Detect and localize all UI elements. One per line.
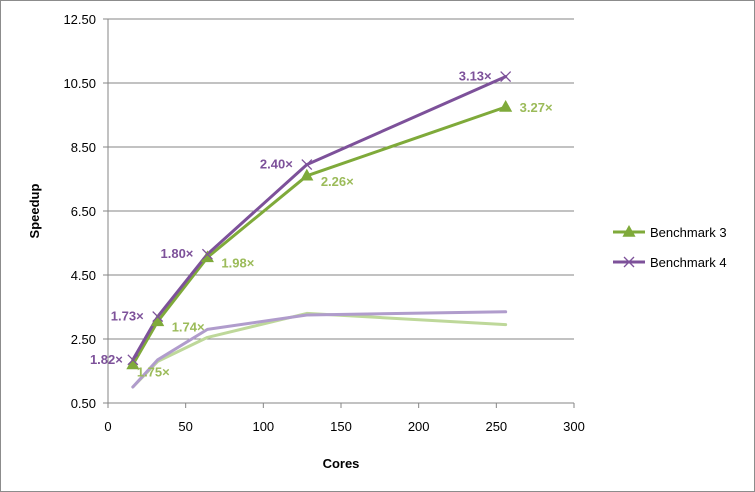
data-label-benchmark-3-2: 1.98× <box>221 255 254 270</box>
y-tick-label-0-50: 0.50 <box>71 396 96 411</box>
marker-benchmark-3-4 <box>499 99 513 112</box>
series-lines <box>131 75 508 389</box>
x-tick-label-300: 300 <box>563 419 585 434</box>
marker-benchmark-4-1 <box>152 311 164 323</box>
tick-labels: 0.50 2.50 4.50 6.50 8.50 10.50 12.50 0 50 100 150 2… <box>63 12 584 434</box>
legend-marker-benchmark-3 <box>622 224 636 237</box>
x-tick-label-250: 250 <box>485 419 507 434</box>
x-tick-label-50: 50 <box>178 419 192 434</box>
data-label-benchmark-3-4: 3.27× <box>520 100 553 115</box>
marker-benchmark-3-0 <box>126 357 140 370</box>
marker-benchmark-4-4 <box>500 71 512 83</box>
data-label-benchmark-4-0: 1.82× <box>90 352 123 367</box>
y-tick-label-8-50: 8.50 <box>71 140 96 155</box>
data-label-benchmark-4-1: 1.73× <box>111 309 144 324</box>
marker-benchmark-4-2 <box>201 248 213 260</box>
series-line-benchmark-4 <box>131 75 508 362</box>
axes <box>103 18 575 408</box>
y-tick-label-10-50: 10.50 <box>63 76 96 91</box>
x-tick-label-0: 0 <box>104 419 111 434</box>
legend: Benchmark 3 Benchmark 4 <box>613 224 727 270</box>
series-line-unlabelled-3 <box>131 310 508 389</box>
marker-benchmark-4-0 <box>127 354 139 366</box>
data-label-benchmark-3-1: 1.74× <box>172 319 205 334</box>
x-tick-label-100: 100 <box>252 419 274 434</box>
data-labels: 1.75× 1.74× 1.98× 2.26× 3.27× 1.82× 1.73× 1.80×… <box>90 69 553 380</box>
legend-label-benchmark-3: Benchmark 3 <box>650 225 727 240</box>
data-label-benchmark-3-3: 2.26× <box>321 174 354 189</box>
marker-benchmark-3-3 <box>300 168 314 181</box>
y-axis-title: Speedup <box>27 183 42 238</box>
y-tick-label-6-50: 6.50 <box>71 204 96 219</box>
series-markers <box>126 71 513 370</box>
grid <box>108 18 574 404</box>
data-label-benchmark-4-4: 3.13× <box>459 69 492 84</box>
y-tick-label-4-50: 4.50 <box>71 268 96 283</box>
data-label-benchmark-4-2: 1.80× <box>161 246 194 261</box>
x-axis-title: Cores <box>323 456 360 471</box>
marker-benchmark-3-1 <box>151 314 165 327</box>
marker-benchmark-4-3 <box>301 159 313 171</box>
x-tick-label-200: 200 <box>408 419 430 434</box>
legend-label-benchmark-4: Benchmark 4 <box>650 255 727 270</box>
data-label-benchmark-3-0: 1.75× <box>137 365 170 380</box>
x-tick-label-150: 150 <box>330 419 352 434</box>
legend-marker-benchmark-4 <box>623 256 635 268</box>
y-tick-label-12-50: 12.50 <box>63 12 96 27</box>
y-tick-label-2-50: 2.50 <box>71 332 96 347</box>
data-label-benchmark-4-3: 2.40× <box>260 157 293 172</box>
